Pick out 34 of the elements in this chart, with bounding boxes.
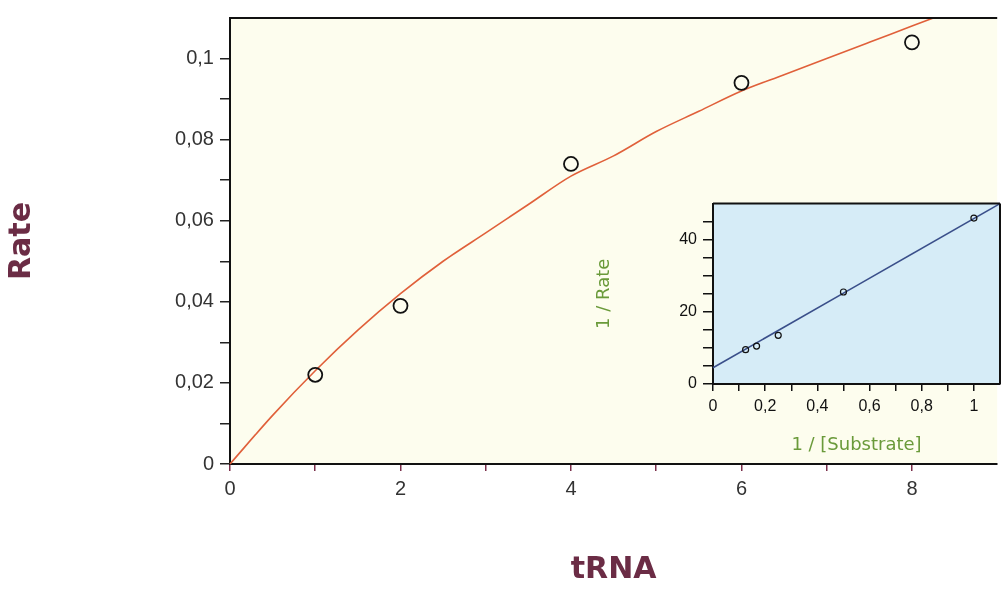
y-tick-label: 0,04	[175, 289, 214, 312]
y-tick-label: 0,08	[175, 127, 214, 150]
x-tick-label: 4	[565, 476, 577, 499]
point	[904, 34, 920, 51]
x-axis-title: 1 / [Substrate]	[791, 432, 922, 454]
point	[563, 156, 579, 172]
x-tick-label: 8	[906, 476, 918, 499]
point	[307, 366, 324, 383]
point	[774, 331, 782, 339]
x-tick-label: 0	[708, 397, 718, 415]
point	[752, 342, 761, 350]
point	[742, 346, 750, 354]
y-axis-title: 1 / Rate	[592, 258, 614, 329]
y-tick-label: 0	[202, 451, 214, 474]
y-tick-label: 0,1	[186, 46, 214, 69]
x-tick-label: 6	[735, 476, 748, 499]
y-tick-label: 20	[679, 302, 698, 320]
y-tick-label: 0,02	[175, 370, 214, 393]
x-tick-label: 1	[969, 397, 979, 415]
point	[970, 214, 978, 222]
x-tick-label: 0	[224, 476, 236, 499]
x-tick-label: 0,6	[858, 397, 881, 415]
y-axis-title: Rate	[1, 201, 37, 281]
point	[392, 297, 409, 314]
x-tick-label: 0,4	[806, 397, 829, 415]
point	[839, 288, 848, 296]
y-tick-label: 40	[679, 230, 698, 248]
y-tick-label: 0	[688, 374, 698, 392]
x-tick-label: 2	[394, 476, 407, 499]
x-tick-label: 0,8	[910, 397, 933, 415]
x-tick-label: 0,2	[754, 397, 777, 415]
y-tick-label: 0,06	[175, 208, 214, 231]
x-axis-title: tRNA	[570, 549, 658, 585]
point	[733, 74, 750, 91]
